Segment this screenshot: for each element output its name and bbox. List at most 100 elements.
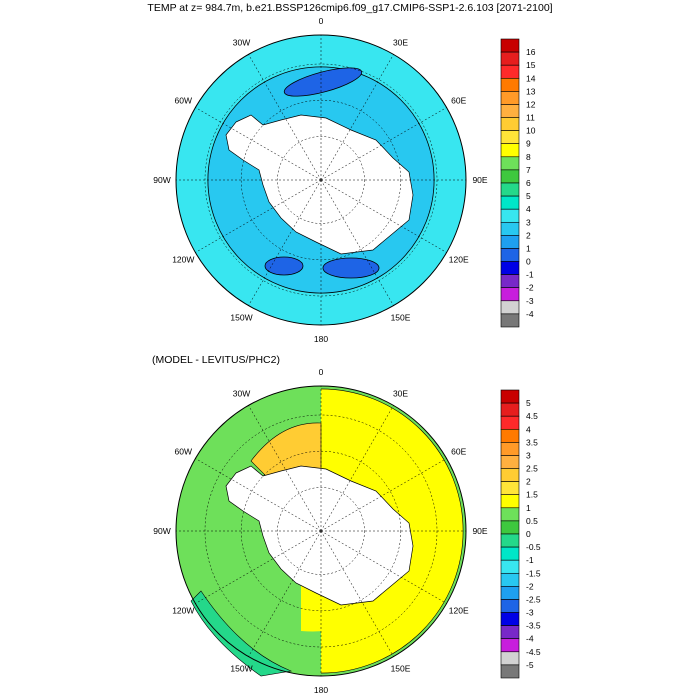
parallel-line [277,136,365,224]
colorbar-swatch [500,389,520,404]
colorbar-swatch [500,402,520,417]
figure-title: TEMP at z= 984.7m, b.e21.BSSP126cmip6.f0… [147,2,553,14]
meridian-line [195,458,322,532]
colorbar-tick-label: 14 [526,73,536,83]
longitude-label: 30W [233,388,250,398]
colorbar-swatch [500,313,520,328]
colorbar-swatch [500,300,520,315]
colorbar-tick-label: 0 [526,529,531,539]
longitude-label: 0 [319,367,324,377]
colorbar-swatch [500,287,520,302]
colorbar-tick-label: 13 [526,86,536,96]
colorbar-tick-label: -2 [526,581,534,591]
map-panel-2: 0 30E 60E 90E 120E 150E 180 150W 120W 90W 60W 30W 5 4… [153,367,541,695]
colorbar-swatch [500,428,520,443]
meridian-line [320,107,447,181]
colorbar-swatch [500,38,520,53]
meridian-line [195,107,322,181]
cool-patch [190,590,293,677]
colorbar-tick-label: 1 [526,244,531,254]
longitude-label: 150E [391,313,411,323]
longitude-label: 60W [175,96,192,106]
colorbar-swatch [500,442,520,456]
map-panel-1: 030E60E90E120E150E180150W120W90W60W30W16… [153,16,535,344]
colorbar-tick-label: 7 [526,165,531,175]
colorbar-swatch [500,169,520,184]
parallel-line [204,414,438,648]
colorbar-tick-label: 6 [526,178,531,188]
meridian-line [320,458,447,532]
colorbar-tick-label: -2 [526,283,534,293]
colorbar-swatch [500,235,520,249]
colorbar-swatch [500,586,520,600]
cold-patch [283,67,363,97]
meridian-line [248,179,322,306]
colorbar-tick-label: 3.5 [526,437,538,447]
parallel-line [240,99,402,261]
colorbar-swatch [500,481,520,495]
colorbar-swatch [500,533,520,548]
colorbar-tick-label: 2.5 [526,464,538,474]
colorbar-tick-label: -1.5 [526,568,541,578]
colorbar-tick-label: 1.5 [526,490,538,500]
colorbar-tick-label: -3 [526,608,534,618]
colorbar-swatch [500,612,520,626]
colorbar-tick-label: -1 [526,270,534,280]
longitude-label: 120W [172,606,194,616]
colorbar-tick-label: -4.5 [526,647,541,657]
colorbar-swatch [500,455,520,469]
difference-map-title: (MODEL - LEVITUS/PHC2) [152,354,280,366]
colorbar-swatch [500,651,520,666]
colorbar-swatch [500,664,520,679]
meridian-line [320,54,394,181]
colorbar-tick-label: 11 [526,113,535,123]
meridian-line [320,530,447,604]
colorbar-swatch [500,208,520,223]
colorbar-tick-label: 16 [526,47,536,57]
meridian-line [195,179,322,253]
longitude-label: 30E [393,388,408,398]
longitude-label: 180 [314,334,328,344]
meridian-line [320,179,447,253]
colorbar-tick-label: 9 [526,139,531,149]
colorbar-tick-label: 2 [526,477,531,487]
colorbar-swatch [500,130,520,144]
meridian-line [320,530,394,657]
colorbar-swatch [500,415,520,430]
colorbar-swatch [500,468,520,482]
colorbar-swatch [500,222,520,236]
colorbar-tick-label: 4 [526,424,531,434]
colorbar-tick-label: 3 [526,217,531,227]
colorbar-swatch [500,599,520,613]
longitude-label: 90W [153,526,170,536]
colorbar-tick-label: -5 [526,660,534,670]
colorbar-tick-label: 0 [526,257,531,267]
colorbar-tick-label: -2.5 [526,595,541,605]
meridian-line [320,405,394,532]
colorbar-swatch [500,91,520,105]
longitude-label: 90W [153,175,170,185]
parallel-line [277,487,365,575]
longitude-label: 120E [449,255,469,265]
colorbar-tick-label: -1 [526,555,534,565]
colorbar-tick-label: 10 [526,126,536,136]
colorbar-tick-label: -4 [526,634,534,644]
longitude-label: 120W [172,255,194,265]
colorbar-tick-label: 12 [526,100,536,110]
longitude-label: 30E [393,37,408,47]
colorbar-swatch [500,638,520,653]
colorbar-swatch [500,195,520,210]
meridian-line [248,54,322,181]
colorbar-swatch [500,494,520,509]
colorbar-swatch [500,117,520,131]
longitude-label: 150W [230,664,252,674]
antarctica-landmass [225,465,414,606]
cold-patch [322,257,380,279]
colorbar-tick-label: 4 [526,204,531,214]
colorbar-tick-label: -3 [526,296,534,306]
colorbar-tick-label: 3 [526,451,531,461]
colorbar-tick-label: 1 [526,503,531,513]
colorbar-swatch [500,104,520,118]
colorbar-swatch [500,156,520,171]
